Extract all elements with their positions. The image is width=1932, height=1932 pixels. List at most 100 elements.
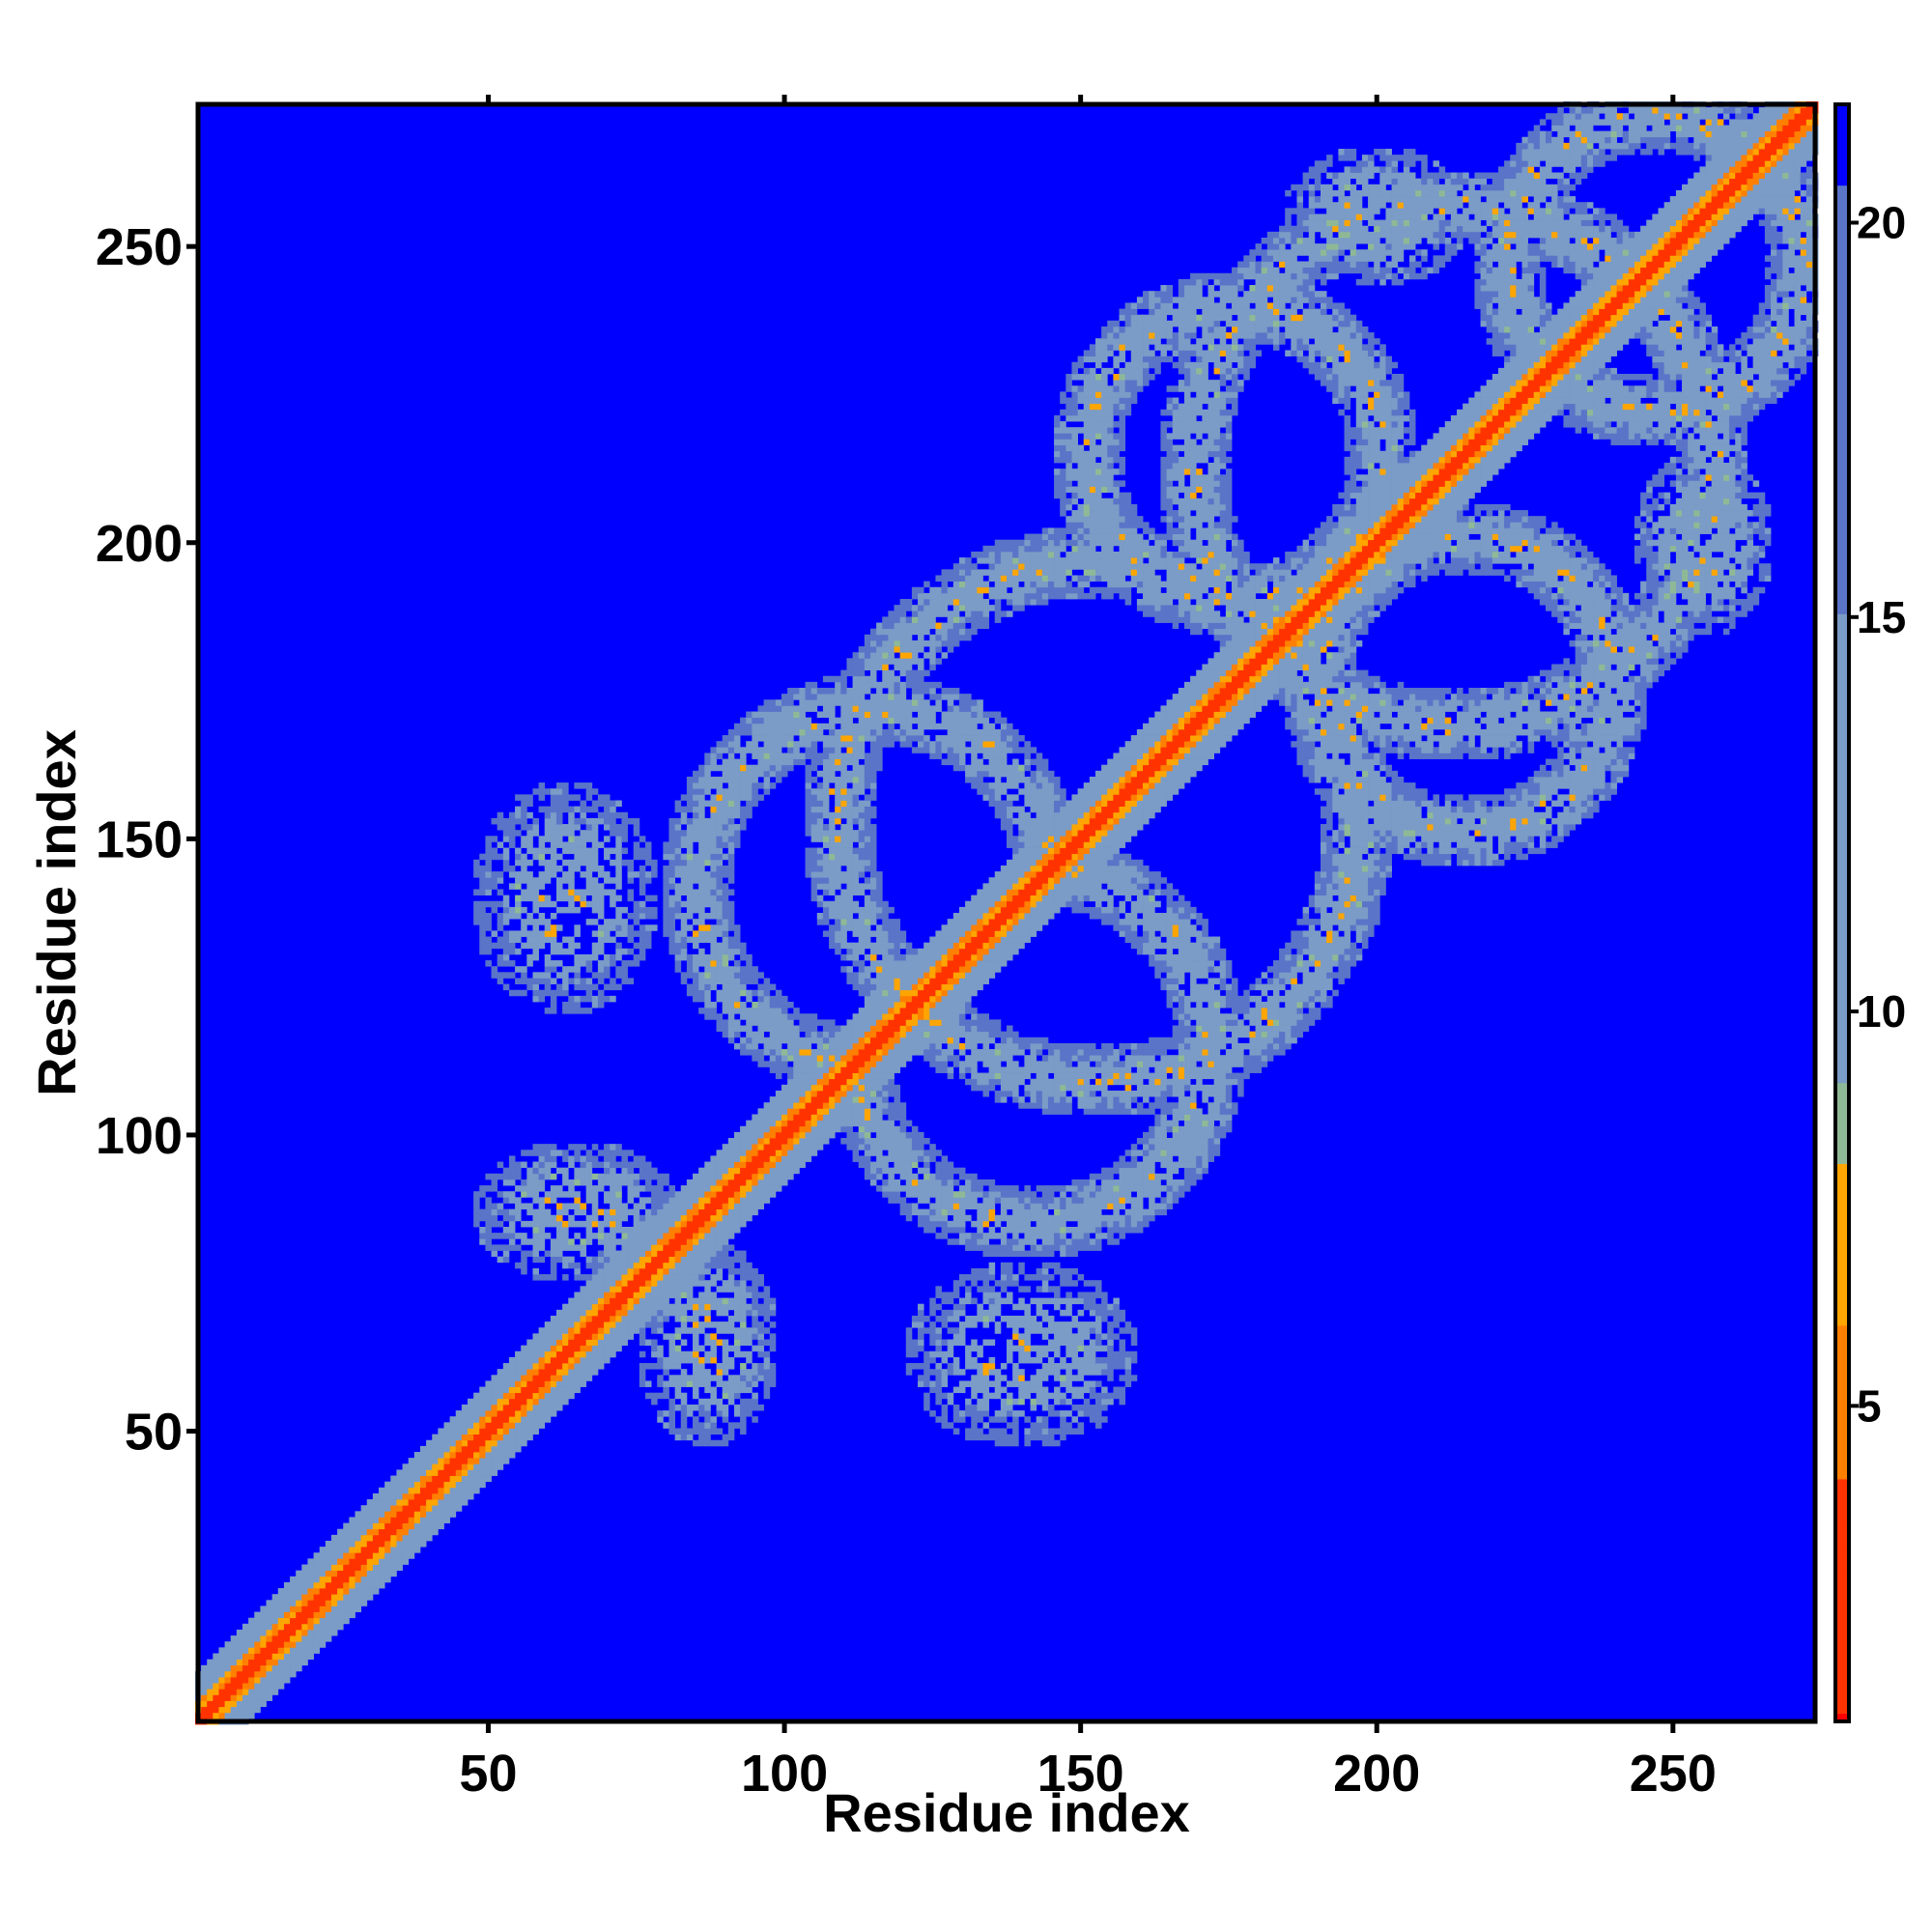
- heatmap-cell: [610, 1345, 616, 1352]
- heatmap-cell: [1007, 1434, 1013, 1441]
- heatmap-cell: [1130, 1356, 1138, 1364]
- heatmap-cell: [562, 906, 569, 914]
- heatmap-cell: [982, 1244, 989, 1251]
- heatmap-cell: [740, 1369, 747, 1376]
- heatmap-cell: [604, 1321, 611, 1328]
- heatmap-cell: [479, 1392, 486, 1400]
- heatmap-cell: [971, 1345, 978, 1352]
- heatmap-cell: [468, 1445, 474, 1453]
- heatmap-cell: [597, 1345, 605, 1352]
- heatmap-cell: [550, 966, 557, 973]
- heatmap-cell: [674, 871, 682, 878]
- heatmap-cell: [497, 1380, 504, 1387]
- heatmap-cell: [555, 788, 563, 795]
- heatmap-cell: [260, 1664, 267, 1672]
- heatmap-cell: [680, 1321, 688, 1328]
- heatmap-cell: [733, 1042, 741, 1050]
- heatmap-cell: [935, 1398, 942, 1406]
- heatmap-cell: [722, 1380, 729, 1387]
- heatmap-cell: [585, 877, 593, 884]
- heatmap-cell: [438, 1445, 444, 1453]
- heatmap-cell: [722, 1244, 729, 1251]
- heatmap-cell: [1089, 1327, 1096, 1334]
- heatmap-cell: [733, 1386, 741, 1394]
- heatmap-cell: [366, 1581, 374, 1589]
- heatmap-cell: [562, 1150, 569, 1156]
- heatmap-cell: [585, 847, 593, 855]
- heatmap-cell: [1007, 1392, 1013, 1400]
- heatmap-cell: [733, 1191, 741, 1198]
- heatmap-cell: [521, 1267, 527, 1275]
- heatmap-cell: [502, 1197, 510, 1204]
- heatmap-cell: [1041, 1333, 1049, 1340]
- heatmap-cell: [727, 989, 735, 997]
- heatmap-cell: [591, 841, 599, 848]
- heatmap-cell: [544, 1191, 552, 1198]
- heatmap-cell: [1119, 1392, 1126, 1400]
- heatmap-cell: [651, 1315, 658, 1322]
- heatmap-cell: [621, 1244, 628, 1251]
- heatmap-cell: [508, 1398, 516, 1406]
- heatmap-cell: [372, 1517, 380, 1523]
- heatmap-cell: [668, 1214, 675, 1222]
- heatmap-cell: [1018, 1356, 1025, 1364]
- heatmap-cell: [591, 900, 599, 908]
- heatmap-cell: [615, 865, 622, 872]
- heatmap-cell: [479, 1463, 486, 1470]
- heatmap-cell: [508, 836, 516, 842]
- heatmap-cell: [698, 1267, 705, 1275]
- heatmap-cell: [639, 1339, 646, 1347]
- heatmap-cell: [727, 1001, 735, 1009]
- heatmap-cell: [325, 1581, 332, 1589]
- heatmap-cell: [508, 1369, 516, 1376]
- heatmap-cell: [668, 847, 675, 855]
- heatmap-cell: [508, 930, 516, 937]
- heatmap-cell: [461, 1410, 469, 1417]
- heatmap-cell: [491, 1439, 498, 1447]
- heatmap-cell: [704, 1238, 711, 1245]
- heatmap-cell: [952, 1416, 960, 1423]
- heatmap-cell: [1041, 1375, 1049, 1381]
- heatmap-cell: [710, 1185, 717, 1192]
- heatmap-cell: [905, 1369, 913, 1376]
- heatmap-cell: [473, 1220, 480, 1228]
- heatmap-cell: [555, 942, 563, 950]
- heatmap-cell: [242, 1689, 249, 1695]
- heatmap-cell: [988, 1356, 996, 1364]
- heatmap-cell: [716, 1244, 724, 1251]
- heatmap-cell: [491, 1386, 498, 1394]
- heatmap-cell: [562, 1008, 569, 1014]
- heatmap-cell: [644, 1161, 652, 1169]
- heatmap-cell: [502, 1434, 510, 1441]
- heatmap-cell: [283, 1629, 291, 1636]
- heatmap-cell: [769, 735, 777, 742]
- heatmap-cell: [752, 1013, 758, 1020]
- heatmap-cell: [727, 889, 735, 895]
- heatmap-cell: [722, 817, 729, 825]
- heatmap-cell: [337, 1570, 344, 1577]
- heatmap-cell: [674, 1315, 682, 1322]
- heatmap-cell: [521, 1375, 527, 1381]
- heatmap-cell: [1160, 1173, 1167, 1180]
- heatmap-cell: [562, 1203, 569, 1209]
- heatmap-cell: [1054, 1439, 1061, 1447]
- heatmap-cell: [668, 1208, 675, 1216]
- heatmap-cell: [1060, 1214, 1066, 1222]
- heatmap-cell: [1041, 1386, 1049, 1394]
- heatmap-cell: [201, 1694, 208, 1701]
- heatmap-cell: [757, 1161, 764, 1169]
- heatmap-cell: [1018, 1333, 1025, 1340]
- heatmap-cell: [752, 1138, 758, 1145]
- heatmap-cell: [1018, 1345, 1025, 1352]
- heatmap-cell: [432, 1492, 439, 1500]
- heatmap-cell: [627, 1297, 635, 1305]
- heatmap-cell: [402, 1540, 410, 1548]
- heatmap-cell: [538, 972, 546, 979]
- heatmap-cell: [710, 859, 717, 867]
- heatmap-cell: [911, 1144, 919, 1151]
- heatmap-cell: [1000, 1185, 1008, 1192]
- heatmap-cell: [1012, 1220, 1019, 1228]
- heatmap-cell: [710, 1439, 717, 1447]
- heatmap-cell: [663, 1262, 669, 1269]
- heatmap-cell: [544, 1410, 552, 1417]
